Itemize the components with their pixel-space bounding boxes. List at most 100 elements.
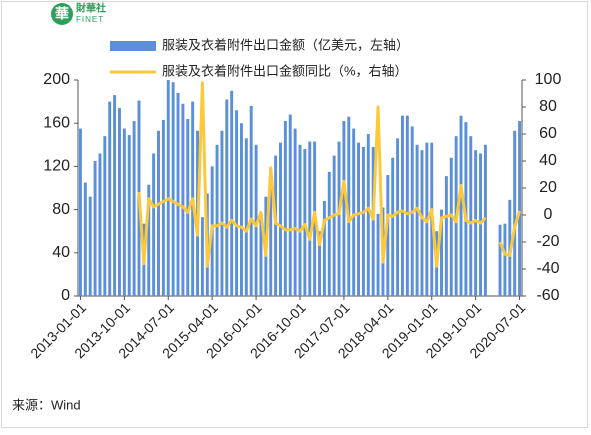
bar [332, 155, 336, 296]
y-tick-label: 40 [52, 244, 70, 261]
bar [498, 224, 502, 296]
bar [88, 196, 92, 296]
bar [274, 155, 278, 296]
bar [288, 114, 292, 296]
bar [200, 217, 204, 296]
y2-tick-label: -60 [536, 287, 559, 304]
line [137, 81, 487, 268]
bar [225, 99, 229, 296]
bar [474, 150, 478, 296]
bar [479, 153, 482, 296]
bar [249, 105, 253, 296]
bar [181, 103, 185, 296]
source: 来源：Wind [12, 397, 81, 412]
y2-tick-label: 0 [544, 206, 553, 223]
bar [157, 130, 160, 296]
bar [186, 118, 190, 296]
bar [371, 146, 375, 296]
bar [483, 144, 487, 296]
bar [83, 182, 87, 296]
bar [103, 136, 107, 296]
y-tick-label: 80 [52, 201, 70, 218]
bar [176, 92, 180, 297]
bar [444, 176, 448, 296]
y2-tick-label: -40 [536, 260, 559, 277]
logo-circle [51, 3, 73, 25]
bar [298, 144, 302, 296]
bar [318, 231, 321, 296]
bar [161, 119, 165, 297]
y2-tick-label: -20 [536, 233, 559, 250]
bar [239, 123, 243, 296]
bar [440, 209, 443, 296]
bar [503, 223, 507, 296]
y-tick-label: 200 [43, 71, 70, 88]
bar [459, 115, 463, 296]
bar [469, 136, 473, 296]
y2-tick-label: 80 [539, 98, 557, 115]
bar [415, 144, 419, 296]
bar [220, 130, 224, 296]
bar [405, 115, 409, 296]
bar [352, 128, 356, 296]
legend-label: 服装及衣着附件出口金额（亿美元，左轴） [162, 37, 409, 52]
bar [254, 144, 258, 296]
bar [279, 142, 282, 296]
bar [449, 157, 453, 296]
y2-tick-label: 20 [539, 179, 557, 196]
frame [1, 1, 588, 428]
bar [230, 90, 234, 296]
logo-mark: 華 [55, 6, 69, 22]
bar [127, 135, 131, 296]
bar [215, 144, 219, 296]
bar [259, 213, 263, 296]
bar [386, 175, 390, 296]
bar [283, 121, 287, 296]
logo-sub: FINET [76, 15, 104, 24]
bar [361, 146, 365, 296]
bar [78, 128, 82, 296]
bar [152, 153, 156, 296]
bar [269, 168, 273, 296]
bar [235, 110, 239, 297]
bar [391, 157, 395, 296]
bar [513, 130, 517, 296]
bar [518, 121, 522, 296]
bar [171, 82, 175, 296]
bar [366, 134, 370, 296]
bar [342, 121, 346, 296]
bar [108, 101, 112, 296]
y2-tick-label: 60 [539, 125, 557, 142]
bar [132, 121, 136, 296]
logo-name: 財華社 [75, 2, 106, 15]
bar [322, 200, 326, 296]
bar [347, 116, 351, 296]
bar [464, 122, 468, 297]
legend-swatch [110, 41, 156, 51]
bar [93, 161, 97, 296]
bar [357, 142, 361, 296]
bar [244, 138, 248, 296]
bar [327, 171, 331, 296]
bar [303, 149, 307, 296]
bar [376, 213, 380, 296]
bar [147, 184, 151, 296]
line [498, 210, 521, 257]
y2-tick-label: 40 [539, 152, 557, 169]
bar [396, 138, 400, 296]
y2-tick-label: 100 [535, 71, 562, 88]
bar [337, 141, 341, 296]
y-tick-label: 120 [43, 158, 70, 175]
y-tick-label: 160 [43, 114, 70, 131]
y-tick-label: 0 [61, 287, 70, 304]
bar [308, 141, 312, 296]
bar [98, 153, 102, 296]
bar [113, 95, 117, 297]
bar [420, 150, 424, 296]
bar [118, 108, 121, 296]
bar [166, 80, 170, 296]
legend-label: 服装及衣着附件出口金额同比（%，右轴） [162, 63, 408, 78]
bar [293, 128, 297, 296]
bar [122, 128, 126, 296]
